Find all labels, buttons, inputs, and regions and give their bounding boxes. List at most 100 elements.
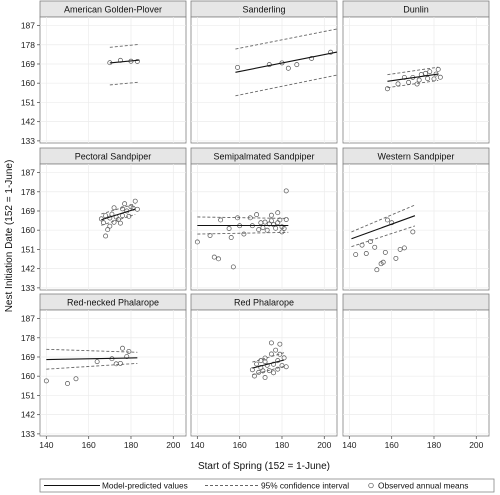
observed-point bbox=[416, 77, 422, 83]
y-tick-label: 142 bbox=[21, 410, 35, 420]
model-line bbox=[101, 208, 136, 221]
panel-pectoral-sandpiper: Pectoral Sandpiper bbox=[39, 147, 187, 291]
observed-point bbox=[384, 217, 390, 223]
ci-lower-line bbox=[197, 231, 289, 235]
y-tick-label: 178 bbox=[21, 40, 35, 50]
panel-western-sandpiper: Western Sandpiper bbox=[342, 147, 490, 291]
ci-upper-line bbox=[387, 66, 439, 76]
observed-point bbox=[134, 58, 140, 64]
ci-lower-line bbox=[387, 79, 439, 89]
observed-point bbox=[73, 376, 79, 382]
observed-point bbox=[309, 55, 315, 61]
observed-point bbox=[117, 360, 123, 366]
observed-point bbox=[427, 69, 433, 75]
observed-point bbox=[279, 229, 285, 235]
legend-label-observed: Observed annual means bbox=[378, 481, 468, 491]
ci-lower-line bbox=[252, 365, 285, 376]
observed-point bbox=[275, 366, 281, 372]
observed-point bbox=[120, 206, 125, 212]
observed-point bbox=[382, 249, 388, 255]
observed-point bbox=[384, 86, 390, 92]
observed-point bbox=[194, 239, 200, 245]
observed-point bbox=[262, 375, 268, 380]
observed-point bbox=[328, 49, 334, 55]
observed-point bbox=[216, 256, 221, 262]
observed-point bbox=[111, 219, 117, 225]
y-tick-label: 133 bbox=[21, 283, 35, 293]
observed-point bbox=[268, 351, 274, 357]
observed-point bbox=[368, 239, 373, 244]
observed-point bbox=[254, 212, 260, 218]
x-tick-label: 180 bbox=[427, 440, 441, 450]
observed-point bbox=[122, 201, 128, 207]
panel-plot-area bbox=[342, 16, 490, 144]
observed-point bbox=[283, 364, 289, 370]
observed-point bbox=[256, 227, 262, 233]
panel-title-strip bbox=[342, 293, 490, 311]
legend-frame bbox=[39, 478, 495, 493]
observed-point bbox=[353, 252, 359, 257]
observed-point bbox=[230, 264, 236, 270]
ci-upper-line bbox=[252, 352, 285, 363]
model-line bbox=[109, 59, 140, 64]
observed-point bbox=[271, 222, 276, 228]
observed-point bbox=[401, 245, 407, 251]
x-tick-label: 180 bbox=[124, 440, 138, 450]
y-tick-label: 169 bbox=[21, 59, 35, 69]
observed-point bbox=[277, 351, 283, 357]
observed-point bbox=[431, 76, 437, 82]
observed-point bbox=[103, 233, 109, 239]
observed-point bbox=[437, 74, 443, 80]
observed-point bbox=[397, 246, 403, 252]
observed-point bbox=[120, 345, 125, 351]
observed-point bbox=[262, 355, 268, 361]
y-tick-label: 151 bbox=[21, 97, 35, 107]
panel-plot-area bbox=[39, 16, 187, 144]
observed-point bbox=[271, 370, 276, 376]
observed-point bbox=[262, 359, 268, 365]
panel-plot-area bbox=[190, 163, 338, 291]
y-tick-label: 151 bbox=[21, 390, 35, 400]
axes-layer: 133 142 151 160 169 178 187 133 142 151 160 169 178 1… bbox=[21, 21, 484, 450]
observed-point bbox=[277, 217, 283, 223]
observed-point bbox=[241, 231, 247, 237]
panel-plot-area bbox=[39, 309, 187, 437]
observed-point bbox=[264, 227, 270, 233]
model-line bbox=[252, 359, 285, 369]
observed-point bbox=[207, 233, 213, 238]
observed-point bbox=[124, 354, 130, 360]
legend: Model-predicted values 95% confidence in… bbox=[39, 478, 495, 493]
ci-lower-line bbox=[235, 74, 338, 97]
ci-upper-line bbox=[101, 203, 136, 215]
y-tick-label: 169 bbox=[21, 206, 35, 216]
x-tick-label: 140 bbox=[190, 440, 204, 450]
observed-point bbox=[372, 244, 378, 250]
observed-point bbox=[268, 218, 274, 224]
observed-point bbox=[380, 259, 386, 265]
y-tick-label: 160 bbox=[21, 78, 35, 88]
observed-point bbox=[425, 76, 431, 81]
panel-plot-area bbox=[342, 163, 490, 291]
x-tick-label: 200 bbox=[166, 440, 180, 450]
observed-point bbox=[262, 219, 268, 225]
observed-point bbox=[126, 213, 132, 219]
observed-point bbox=[283, 217, 289, 222]
y-tick-label: 151 bbox=[21, 244, 35, 254]
panel-title: Pectoral Sandpiper bbox=[75, 152, 152, 162]
observed-point bbox=[117, 220, 123, 226]
panel-plot-area bbox=[190, 16, 338, 144]
x-tick-label: 140 bbox=[39, 440, 53, 450]
observed-point bbox=[126, 348, 132, 354]
observed-point bbox=[281, 355, 287, 361]
observed-point bbox=[211, 254, 217, 260]
panel-title: Red Phalarope bbox=[234, 298, 294, 308]
y-tick-label: 187 bbox=[21, 21, 35, 31]
observed-point bbox=[435, 66, 441, 72]
panel-red-phalarope: Red Phalarope bbox=[190, 293, 338, 437]
observed-point bbox=[65, 381, 70, 386]
observed-point bbox=[226, 226, 232, 231]
x-tick-label: 200 bbox=[317, 440, 331, 450]
panel-title: Dunlin bbox=[403, 5, 429, 15]
observed-point bbox=[273, 347, 279, 353]
